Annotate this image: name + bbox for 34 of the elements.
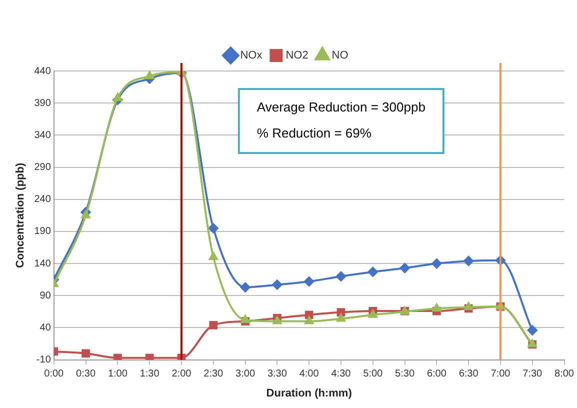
x-tick-label: 5:00 <box>363 368 384 380</box>
x-tick-label: 4:00 <box>299 368 320 380</box>
x-tick-label: 3:30 <box>267 368 288 380</box>
y-tick-label: 190 <box>34 226 52 238</box>
legend-label: NO <box>332 50 349 62</box>
x-tick-label: 5:30 <box>395 368 415 380</box>
x-tick-label: 4:30 <box>331 368 352 380</box>
x-tick-label: 6:00 <box>426 368 447 380</box>
x-tick-label: 0:00 <box>44 368 64 380</box>
x-axis-title: Duration (h:mm) <box>266 387 352 400</box>
x-tick-label: 6:30 <box>458 368 479 380</box>
x-tick-label: 7:30 <box>522 368 543 380</box>
y-tick-label: 390 <box>34 98 52 109</box>
x-tick-label: 0:30 <box>76 368 96 380</box>
y-tick-label: 440 <box>34 66 52 77</box>
y-tick-label: -10 <box>36 354 52 366</box>
x-tick-label: 1:30 <box>140 368 160 380</box>
legend-label: NO2 <box>286 50 308 62</box>
x-tick-label: 8:00 <box>554 368 574 380</box>
y-axis-title: Concentration (ppb) <box>14 162 27 268</box>
y-tick-label: 140 <box>34 258 52 270</box>
annotation: % Reduction = 69% <box>256 126 372 141</box>
legend-label: NOx <box>240 50 263 62</box>
y-tick-label: 340 <box>34 130 52 141</box>
y-tick-label: 90 <box>40 290 52 302</box>
x-tick-label: 3:00 <box>236 368 256 380</box>
x-tick-label: 1:00 <box>108 368 128 380</box>
y-tick-label: 240 <box>34 194 52 206</box>
x-tick-label: 2:00 <box>172 368 192 380</box>
annotation: Average Reduction = 300ppb <box>256 100 426 115</box>
y-tick-label: 40 <box>40 322 52 334</box>
x-tick-label: 2:30 <box>204 368 224 380</box>
y-tick-label: 290 <box>34 162 52 174</box>
x-tick-label: 7:00 <box>490 368 511 380</box>
